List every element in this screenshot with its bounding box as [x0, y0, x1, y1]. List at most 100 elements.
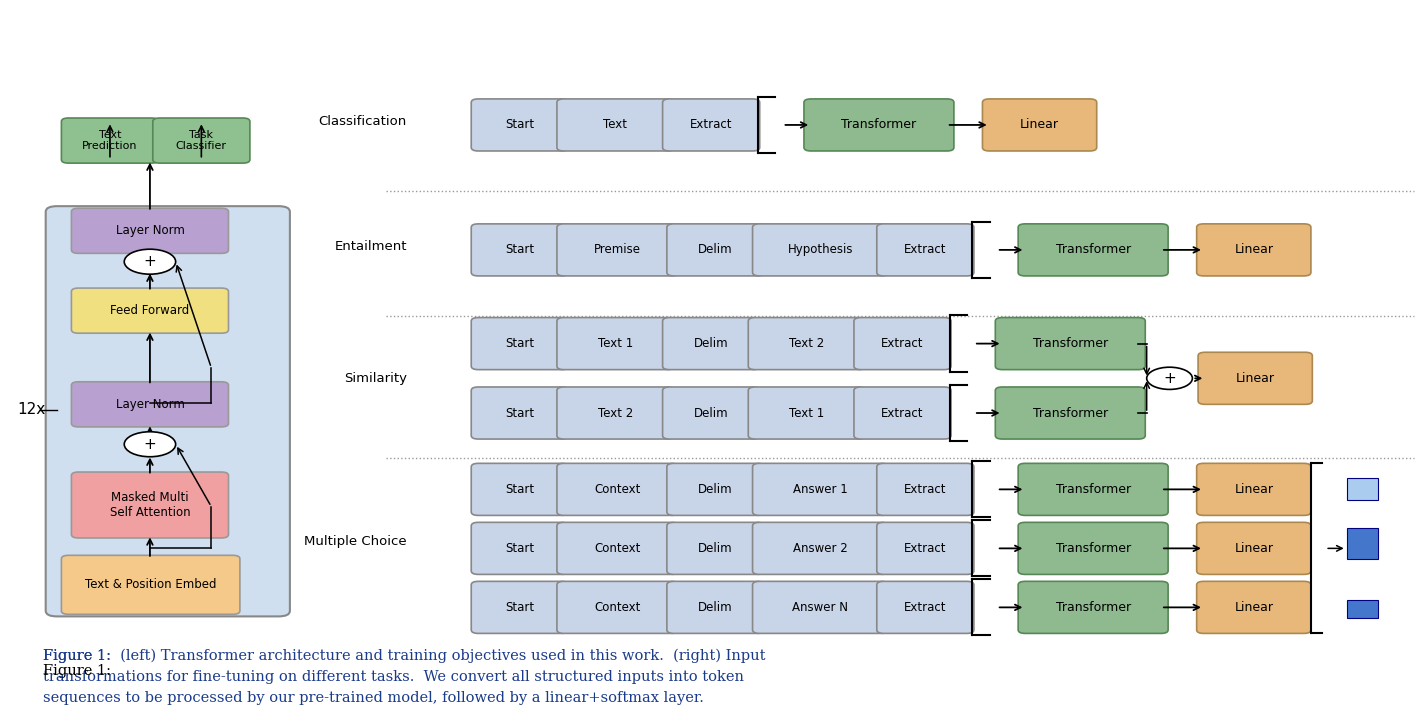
Text: Start: Start [506, 406, 534, 420]
Text: Start: Start [506, 601, 534, 614]
FancyBboxPatch shape [71, 288, 228, 333]
FancyBboxPatch shape [471, 387, 568, 439]
Text: Text 2: Text 2 [598, 406, 633, 420]
FancyBboxPatch shape [71, 472, 228, 538]
FancyBboxPatch shape [995, 387, 1145, 439]
Text: Transformer: Transformer [1055, 542, 1131, 555]
FancyBboxPatch shape [1198, 352, 1312, 404]
FancyBboxPatch shape [667, 523, 764, 574]
FancyBboxPatch shape [1018, 463, 1168, 516]
Text: Extract: Extract [881, 337, 924, 350]
Text: Transformer: Transformer [1032, 406, 1108, 420]
Text: Start: Start [506, 542, 534, 555]
FancyBboxPatch shape [471, 99, 568, 151]
Text: Extract: Extract [904, 483, 947, 496]
FancyBboxPatch shape [854, 387, 951, 439]
Text: Feed Forward: Feed Forward [110, 304, 190, 317]
FancyBboxPatch shape [71, 382, 228, 427]
Text: Context: Context [594, 542, 641, 555]
Text: Transformer: Transformer [1055, 601, 1131, 614]
Text: Extract: Extract [904, 243, 947, 256]
Text: Start: Start [506, 483, 534, 496]
Text: 12x: 12x [17, 402, 46, 417]
Text: Delim: Delim [698, 601, 733, 614]
FancyBboxPatch shape [1197, 463, 1311, 516]
Text: Transformer: Transformer [1055, 243, 1131, 256]
Text: Transformer: Transformer [1055, 483, 1131, 496]
FancyBboxPatch shape [557, 581, 678, 633]
FancyBboxPatch shape [471, 523, 568, 574]
Text: Delim: Delim [698, 542, 733, 555]
Text: Extract: Extract [904, 542, 947, 555]
Text: Text & Position Embed: Text & Position Embed [84, 578, 217, 591]
FancyBboxPatch shape [46, 206, 290, 616]
FancyBboxPatch shape [877, 523, 974, 574]
Text: Delim: Delim [698, 243, 733, 256]
Text: +: + [144, 437, 156, 452]
FancyBboxPatch shape [663, 99, 760, 151]
FancyBboxPatch shape [663, 387, 760, 439]
FancyBboxPatch shape [557, 99, 674, 151]
Text: Delim: Delim [698, 483, 733, 496]
FancyBboxPatch shape [71, 208, 228, 253]
FancyBboxPatch shape [982, 99, 1097, 151]
FancyBboxPatch shape [557, 224, 678, 276]
Text: Start: Start [506, 119, 534, 131]
FancyBboxPatch shape [1018, 224, 1168, 276]
FancyBboxPatch shape [557, 523, 678, 574]
FancyBboxPatch shape [753, 224, 888, 276]
FancyBboxPatch shape [557, 463, 678, 516]
FancyBboxPatch shape [557, 387, 674, 439]
Text: Delim: Delim [694, 406, 728, 420]
Text: Figure 1:: Figure 1: [43, 649, 120, 663]
FancyBboxPatch shape [471, 463, 568, 516]
Bar [1347, 478, 1378, 500]
Text: Hypothesis: Hypothesis [788, 243, 853, 256]
Text: Text 1: Text 1 [598, 337, 633, 350]
Text: Transformer: Transformer [841, 119, 917, 131]
Text: Linear: Linear [1020, 119, 1060, 131]
FancyBboxPatch shape [877, 224, 974, 276]
Text: Entailment: Entailment [334, 240, 407, 253]
Circle shape [124, 249, 176, 274]
FancyBboxPatch shape [663, 318, 760, 370]
FancyBboxPatch shape [153, 118, 250, 163]
FancyBboxPatch shape [1018, 523, 1168, 574]
Circle shape [124, 432, 176, 457]
Text: Text: Text [604, 119, 627, 131]
FancyBboxPatch shape [995, 318, 1145, 370]
Text: Figure 1:  (left) Transformer architecture and training objectives used in this : Figure 1: (left) Transformer architectur… [43, 649, 765, 705]
Text: Linear: Linear [1234, 601, 1274, 614]
Text: Start: Start [506, 337, 534, 350]
FancyBboxPatch shape [748, 387, 865, 439]
Text: Linear: Linear [1234, 483, 1274, 496]
FancyBboxPatch shape [1018, 581, 1168, 633]
Text: Linear: Linear [1235, 372, 1275, 385]
FancyBboxPatch shape [753, 581, 888, 633]
FancyBboxPatch shape [471, 581, 568, 633]
Text: Text 2: Text 2 [790, 337, 824, 350]
FancyBboxPatch shape [753, 523, 888, 574]
FancyBboxPatch shape [667, 581, 764, 633]
Text: Answer 1: Answer 1 [793, 483, 848, 496]
FancyBboxPatch shape [804, 99, 954, 151]
Text: Start: Start [506, 243, 534, 256]
Text: Context: Context [594, 483, 641, 496]
Text: Classification: Classification [318, 115, 407, 128]
Text: Context: Context [594, 601, 641, 614]
Text: Linear: Linear [1234, 243, 1274, 256]
Text: Extract: Extract [881, 406, 924, 420]
Circle shape [1147, 367, 1192, 389]
Text: Premise: Premise [594, 243, 641, 256]
FancyBboxPatch shape [1197, 523, 1311, 574]
FancyBboxPatch shape [61, 555, 240, 614]
Text: Task
Classifier: Task Classifier [176, 130, 227, 151]
Text: Masked Multi
Self Attention: Masked Multi Self Attention [110, 491, 190, 519]
Text: Text
Prediction: Text Prediction [83, 130, 137, 151]
Text: Linear: Linear [1234, 542, 1274, 555]
FancyBboxPatch shape [748, 318, 865, 370]
FancyBboxPatch shape [667, 463, 764, 516]
Text: Extract: Extract [690, 119, 733, 131]
Text: Layer Norm: Layer Norm [116, 224, 184, 237]
Text: Text 1: Text 1 [790, 406, 824, 420]
